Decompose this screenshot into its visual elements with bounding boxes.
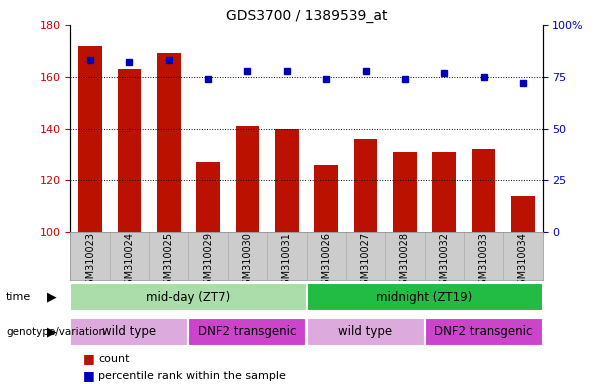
Bar xyxy=(275,129,299,232)
Text: wild type: wild type xyxy=(338,325,392,338)
Text: GSM310031: GSM310031 xyxy=(282,232,292,291)
Bar xyxy=(70,318,189,346)
Bar xyxy=(424,318,543,346)
Bar xyxy=(157,53,181,232)
Text: percentile rank within the sample: percentile rank within the sample xyxy=(98,371,286,381)
Text: ▶: ▶ xyxy=(47,325,57,338)
Bar xyxy=(118,69,142,232)
Bar xyxy=(314,165,338,232)
Bar xyxy=(393,152,417,232)
Text: ■: ■ xyxy=(83,353,94,366)
Text: genotype/variation: genotype/variation xyxy=(6,327,105,337)
Text: GSM310033: GSM310033 xyxy=(479,232,489,291)
Text: GSM310023: GSM310023 xyxy=(85,232,95,291)
Text: GSM310024: GSM310024 xyxy=(124,232,134,291)
Bar xyxy=(511,196,535,232)
Bar xyxy=(189,318,306,346)
Bar xyxy=(471,149,495,232)
Bar xyxy=(70,283,306,311)
Text: time: time xyxy=(6,292,31,302)
Text: GSM310030: GSM310030 xyxy=(243,232,253,291)
Bar xyxy=(196,162,220,232)
Text: GSM310032: GSM310032 xyxy=(439,232,449,291)
Text: GSM310034: GSM310034 xyxy=(518,232,528,291)
Text: GSM310027: GSM310027 xyxy=(360,232,370,291)
Text: DNF2 transgenic: DNF2 transgenic xyxy=(435,325,533,338)
Text: GSM310029: GSM310029 xyxy=(203,232,213,291)
Bar xyxy=(306,318,424,346)
Text: ■: ■ xyxy=(83,369,94,382)
Bar xyxy=(235,126,259,232)
Title: GDS3700 / 1389539_at: GDS3700 / 1389539_at xyxy=(226,8,387,23)
Text: GSM310025: GSM310025 xyxy=(164,232,174,291)
Bar xyxy=(354,139,377,232)
Text: midnight (ZT19): midnight (ZT19) xyxy=(376,291,473,304)
Bar xyxy=(78,46,102,232)
Text: GSM310026: GSM310026 xyxy=(321,232,331,291)
Bar xyxy=(306,283,543,311)
Text: wild type: wild type xyxy=(102,325,156,338)
Text: count: count xyxy=(98,354,129,364)
Bar xyxy=(432,152,456,232)
Text: GSM310028: GSM310028 xyxy=(400,232,410,291)
Text: ▶: ▶ xyxy=(47,291,57,304)
Text: DNF2 transgenic: DNF2 transgenic xyxy=(199,325,297,338)
Text: mid-day (ZT7): mid-day (ZT7) xyxy=(147,291,230,304)
